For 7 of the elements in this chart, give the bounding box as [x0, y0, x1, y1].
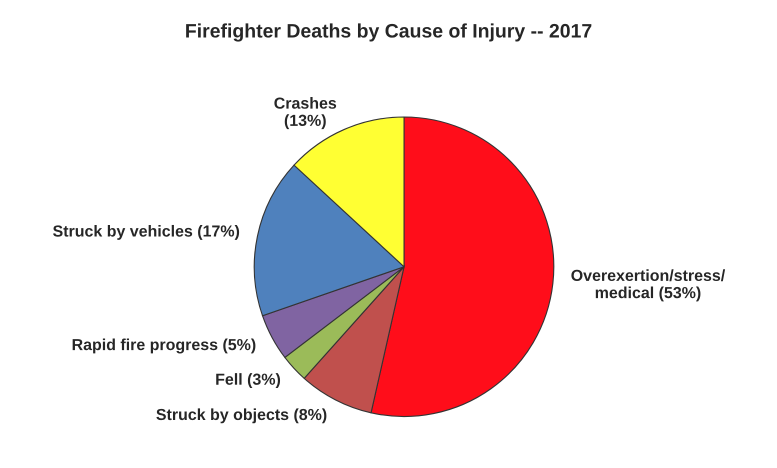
slice-label: Crashes (13%) [274, 97, 336, 130]
slice-label: Rapid fire progress (5%) [72, 338, 256, 354]
slice-label: Overexertion/stress/ medical (53%) [571, 269, 726, 302]
slice-label: Struck by vehicles (17%) [53, 224, 240, 240]
chart-title: Firefighter Deaths by Cause of Injury -- 2017 [186, 23, 592, 42]
slice-label: Struck by objects (8%) [156, 408, 326, 424]
slice-label: Fell (3%) [216, 373, 280, 388]
